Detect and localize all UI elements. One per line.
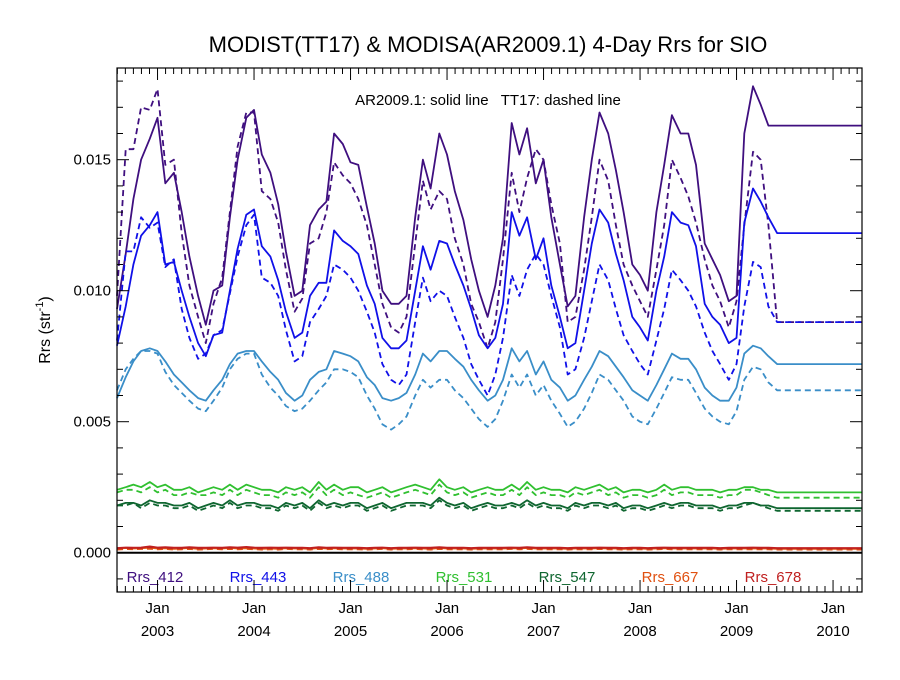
legend-entry-rrs_547: Rrs_547: [539, 569, 596, 586]
series-line-rrs_412-dashed: [116, 88, 862, 350]
legend: Rrs_412 Rrs_443 Rrs_488 Rrs_531 Rrs_547 Rrs_6…: [127, 569, 802, 586]
legend-entry-rrs_531: Rrs_531: [436, 569, 493, 586]
y-tick-label: 0.005: [73, 414, 111, 431]
series-line-rrs_443-solid: [116, 187, 862, 358]
axes: 0.000 0.005 0.010 0.015 Jan 2003 Jan 2004 Jan 200…: [73, 67, 863, 640]
x-tick-label-year: 2010: [816, 623, 849, 640]
series-line-rrs_547-solid: [116, 496, 862, 510]
plot-area: [116, 85, 862, 554]
x-tick-label-month: Jan: [724, 600, 748, 617]
x-tick-label-year: 2006: [430, 623, 463, 640]
legend-entry-rrs_667: Rrs_667: [642, 569, 699, 586]
series-line-rrs_678-solid: [116, 545, 862, 549]
y-axis-label: Rrs (str-1): [34, 296, 54, 364]
x-tick-label-month: Jan: [628, 600, 652, 617]
x-tick-label-month: Jan: [531, 600, 555, 617]
chart-annotation: AR2009.1: solid line TT17: dashed line: [355, 92, 621, 109]
series-line-rrs_531-dashed: [116, 483, 862, 499]
series-line-rrs_531-solid: [116, 478, 862, 494]
x-tick-label-month: Jan: [145, 600, 169, 617]
legend-entry-rrs_412: Rrs_412: [127, 569, 184, 586]
legend-entry-rrs_678: Rrs_678: [745, 569, 802, 586]
series-line-rrs_443-dashed: [116, 213, 862, 397]
x-tick-label-year: 2008: [623, 623, 656, 640]
x-tick-label-year: 2004: [237, 623, 270, 640]
series-line-rrs_488-dashed: [116, 350, 862, 431]
y-tick-label: 0.010: [73, 283, 111, 300]
x-tick-label-year: 2003: [141, 623, 174, 640]
y-axis-label-close: ): [37, 296, 54, 301]
series-line-rrs_488-solid: [116, 344, 862, 402]
legend-entry-rrs_488: Rrs_488: [333, 569, 390, 586]
y-axis-label-main: Rrs (str: [37, 311, 54, 364]
x-tick-label-month: Jan: [242, 600, 266, 617]
series-line-rrs_547-dashed: [117, 499, 862, 512]
series-line-rrs_412-solid: [116, 85, 862, 326]
x-tick-label-month: Jan: [435, 600, 459, 617]
legend-entry-rrs_443: Rrs_443: [230, 569, 287, 586]
x-tick-label-year: 2009: [720, 623, 753, 640]
y-tick-label: 0.015: [73, 152, 111, 169]
x-tick-label-month: Jan: [338, 600, 362, 617]
x-tick-label-year: 2005: [334, 623, 367, 640]
x-tick-label-month: Jan: [821, 600, 845, 617]
chart-title: MODIST(TT17) & MODISA(AR2009.1) 4-Day Rr…: [209, 32, 768, 57]
x-tick-label-year: 2007: [527, 623, 560, 640]
y-tick-label: 0.000: [73, 545, 111, 562]
y-axis-label-sup: -1: [34, 302, 46, 312]
plot-frame: [116, 67, 863, 593]
